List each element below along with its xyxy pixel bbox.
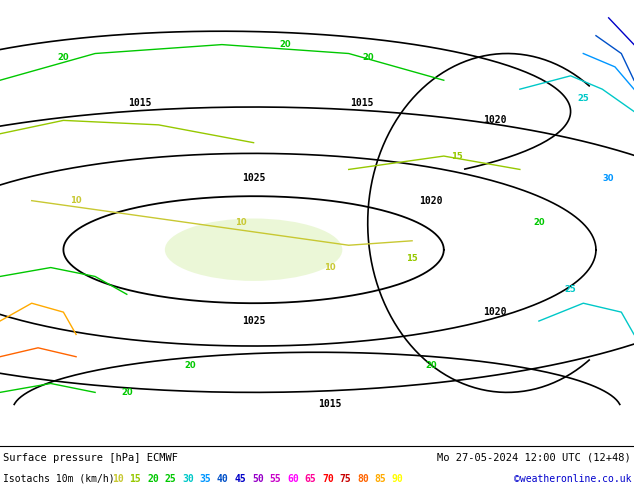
Text: 1025: 1025: [242, 173, 266, 183]
Ellipse shape: [165, 219, 342, 281]
Text: 1020: 1020: [482, 115, 507, 125]
Text: 20: 20: [58, 53, 69, 62]
Text: 20: 20: [362, 53, 373, 62]
Text: 35: 35: [200, 474, 211, 484]
Text: 10: 10: [112, 474, 124, 484]
Text: 70: 70: [322, 474, 333, 484]
Text: 25: 25: [565, 285, 576, 294]
Text: 60: 60: [287, 474, 299, 484]
Text: 10: 10: [324, 263, 335, 272]
Text: 20: 20: [184, 361, 196, 370]
Text: 1025: 1025: [242, 316, 266, 326]
Text: 25: 25: [578, 94, 589, 102]
Text: 10: 10: [235, 219, 247, 227]
Text: 20: 20: [280, 40, 291, 49]
Text: 15: 15: [406, 254, 418, 263]
Text: 30: 30: [182, 474, 194, 484]
Text: Surface pressure [hPa] ECMWF: Surface pressure [hPa] ECMWF: [3, 453, 178, 463]
Text: 75: 75: [339, 474, 351, 484]
Text: ©weatheronline.co.uk: ©weatheronline.co.uk: [514, 474, 631, 484]
Text: 30: 30: [603, 174, 614, 183]
Text: 20: 20: [533, 219, 545, 227]
Text: 15: 15: [129, 474, 141, 484]
Text: 20: 20: [147, 474, 158, 484]
Text: 85: 85: [375, 474, 386, 484]
Text: 1015: 1015: [127, 98, 152, 108]
Text: 1015: 1015: [349, 98, 373, 108]
Text: Mo 27-05-2024 12:00 UTC (12+48): Mo 27-05-2024 12:00 UTC (12+48): [437, 453, 631, 463]
Text: 20: 20: [121, 388, 133, 397]
Text: 50: 50: [252, 474, 264, 484]
Text: 1015: 1015: [318, 398, 342, 409]
Text: 65: 65: [304, 474, 316, 484]
Text: 40: 40: [217, 474, 229, 484]
Text: Isotachs 10m (km/h): Isotachs 10m (km/h): [3, 474, 120, 484]
Text: 25: 25: [164, 474, 176, 484]
Text: 90: 90: [392, 474, 404, 484]
Text: 1020: 1020: [482, 307, 507, 317]
Text: 1020: 1020: [419, 196, 443, 206]
Text: 55: 55: [269, 474, 281, 484]
Text: 10: 10: [70, 196, 82, 205]
Text: 80: 80: [357, 474, 369, 484]
Text: 15: 15: [451, 151, 462, 161]
Text: 20: 20: [425, 361, 437, 370]
Text: 45: 45: [235, 474, 246, 484]
